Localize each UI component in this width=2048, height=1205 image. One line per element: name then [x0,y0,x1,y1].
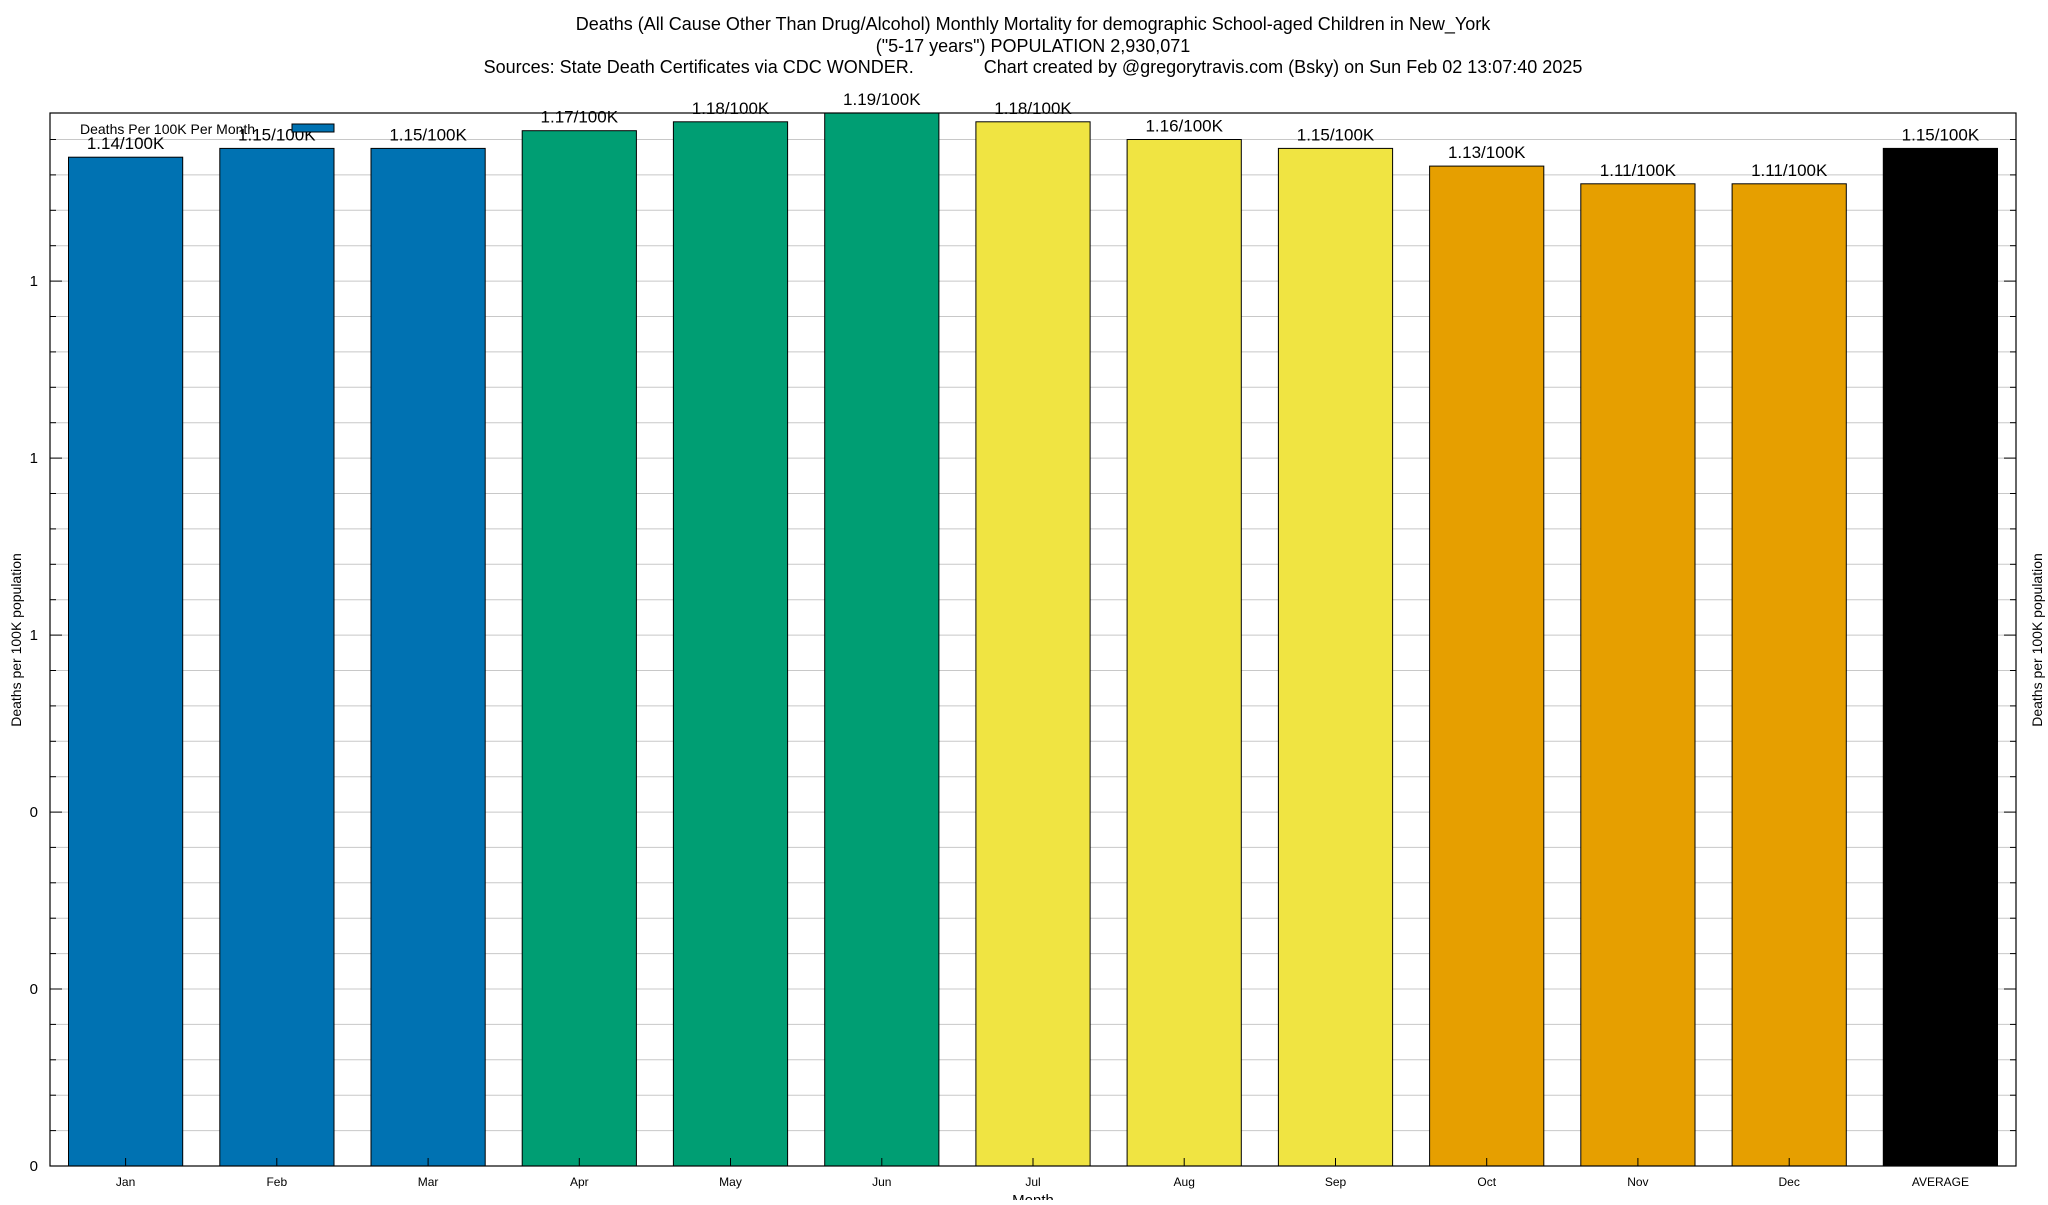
legend-swatch [291,123,335,133]
bar-jan [68,156,184,1167]
legend-label: Deaths Per 100K Per Month [80,121,255,137]
y-axis-label: Deaths per 100K population [8,553,24,727]
bar-feb [219,147,335,1167]
y-tick-label: 1 [30,627,38,644]
bar-nov [1580,183,1696,1167]
x-tick-label: Aug [1174,1175,1195,1189]
x-tick-label: Sep [1325,1175,1347,1189]
data-label: 1.17/100K [541,108,619,127]
data-label: 1.15/100K [1902,125,1980,144]
data-label: 1.14/100K [87,134,165,153]
bar-may [672,121,789,1167]
y-tick-label: 0 [30,981,38,998]
legend: Deaths Per 100K Per Month [80,121,335,137]
bar-apr [521,130,637,1167]
data-label: 1.15/100K [389,125,467,144]
data-label: 1.18/100K [692,99,770,118]
data-label: 1.19/100K [843,90,921,109]
data-label: 1.15/100K [1297,125,1375,144]
chart-title: Deaths (All Cause Other Than Drug/Alcoho… [484,14,1583,77]
x-tick-label: Jan [116,1175,135,1189]
x-tick-label: Apr [570,1175,589,1189]
bar-jun [824,112,940,1167]
y-tick-label: 0 [30,1158,38,1175]
data-label: 1.18/100K [994,99,1072,118]
x-tick-label: Nov [1627,1175,1648,1189]
x-tick-label: Jun [872,1175,891,1189]
x-tick-label: May [719,1175,742,1189]
title-line: Deaths (All Cause Other Than Drug/Alcoho… [576,14,1491,35]
y2-axis-label: Deaths per 100K population [2029,553,2045,727]
y-tick-label: 1 [30,450,38,467]
y-tick-label: 1 [30,273,38,290]
bar-aug [1126,139,1242,1167]
x-tick-label: AVERAGE [1912,1175,1969,1189]
title-line: ("5-17 years") POPULATION 2,930,071 [876,36,1191,56]
x-tick-label: Dec [1779,1175,1800,1189]
axis-ticks: 0 0 0 1 1 1 Jan Feb Mar Apr May Jun Jul Aug Sep Oct Nov D… [30,139,2016,1189]
x-axis-label: Month [1012,1192,1054,1200]
data-label: 1.11/100K [1600,161,1677,180]
data-label: 1.11/100K [1751,161,1828,180]
bar-jul [975,121,1091,1167]
data-label: 1.13/100K [1448,143,1526,162]
title-line: Sources: State Death Certificates via CD… [484,57,1583,77]
x-tick-label: Oct [1477,1175,1496,1189]
x-tick-label: Feb [266,1175,287,1189]
bar-sep [1277,147,1394,1167]
x-tick-label: Jul [1025,1175,1040,1189]
y-tick-label: 0 [30,804,38,821]
x-tick-label: Mar [418,1175,439,1189]
bar-mar [370,147,486,1167]
bars: 1.14/100K 1.15/100K 1.15/100K 1.17/100K 1.18… [68,90,1999,1167]
bar-dec [1731,183,1847,1167]
bar-average [1882,147,1999,1167]
data-label: 1.16/100K [1145,117,1223,136]
bar-oct [1429,165,1545,1167]
